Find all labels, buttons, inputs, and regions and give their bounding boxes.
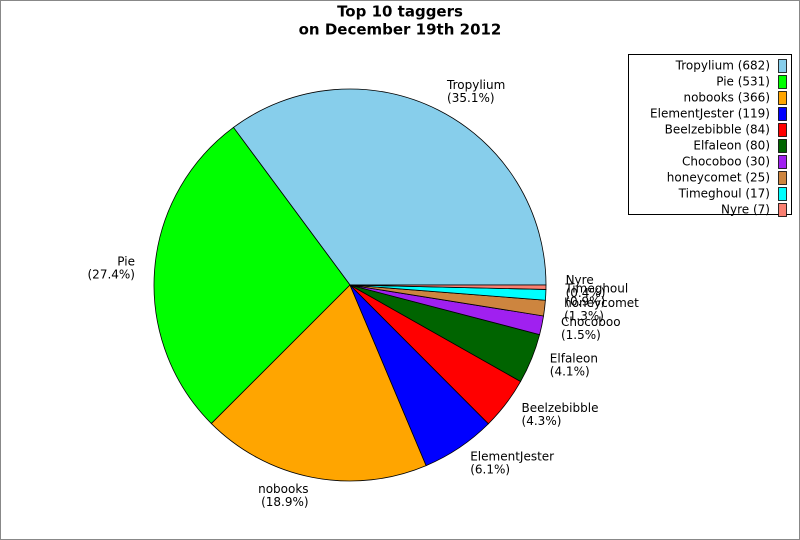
slice-percent: (0.4%) bbox=[566, 286, 606, 300]
slice-label: ElementJester bbox=[470, 449, 554, 463]
legend-label: nobooks (366) bbox=[683, 91, 770, 105]
legend-label: Elfaleon (80) bbox=[693, 139, 770, 153]
slice-percent: (35.1%) bbox=[447, 91, 494, 105]
slice-label: Tropylium bbox=[446, 78, 505, 92]
slice-percent: (27.4%) bbox=[88, 267, 135, 281]
pie-slice bbox=[232, 88, 547, 286]
legend-swatch bbox=[778, 123, 787, 137]
slice-percent: (1.5%) bbox=[561, 328, 601, 342]
slice-percent: (6.1%) bbox=[470, 462, 510, 476]
legend-label: Chocoboo (30) bbox=[682, 155, 770, 169]
slice-percent: (4.1%) bbox=[550, 365, 590, 379]
slice-label: Elfaleon bbox=[550, 352, 598, 366]
legend-label: Pie (531) bbox=[716, 75, 770, 89]
slice-percent: (0.9%) bbox=[565, 294, 605, 308]
slice-label: honeycomet bbox=[564, 296, 639, 310]
legend-swatch bbox=[778, 171, 787, 185]
legend-swatch bbox=[778, 107, 787, 121]
legend-label: Nyre (7) bbox=[721, 203, 770, 217]
legend-swatch bbox=[778, 203, 787, 217]
slice-percent: (4.3%) bbox=[522, 414, 562, 428]
chart-title: Top 10 taggers bbox=[337, 3, 463, 21]
legend-swatch bbox=[778, 155, 787, 169]
legend-label: honeycomet (25) bbox=[667, 171, 770, 185]
slice-label: Timeghoul bbox=[564, 281, 628, 295]
slice-label: Nyre bbox=[566, 273, 594, 287]
legend-swatch bbox=[778, 59, 787, 73]
slice-percent: (18.9%) bbox=[261, 495, 308, 509]
pie-slice bbox=[349, 284, 547, 290]
pie-slice bbox=[210, 284, 427, 482]
legend-swatch bbox=[778, 139, 787, 153]
legend-label: Tropylium (682) bbox=[675, 59, 770, 73]
slice-label: nobooks bbox=[258, 482, 308, 496]
chart-subtitle: on December 19th 2012 bbox=[299, 21, 502, 39]
slice-label: Beelzebibble bbox=[522, 401, 599, 415]
slice-label: Pie bbox=[117, 254, 135, 268]
pie-slice bbox=[153, 126, 351, 425]
legend-swatch bbox=[778, 75, 787, 89]
legend-label: Timeghoul (17) bbox=[678, 187, 770, 201]
legend-swatch bbox=[778, 91, 787, 105]
legend-label: ElementJester (119) bbox=[650, 107, 770, 121]
slice-label: Chocoboo bbox=[561, 315, 621, 329]
slice-percent: (1.3%) bbox=[564, 309, 604, 323]
legend-swatch bbox=[778, 187, 787, 201]
legend-label: Beelzebibble (84) bbox=[665, 123, 770, 137]
legend-box bbox=[628, 54, 792, 215]
